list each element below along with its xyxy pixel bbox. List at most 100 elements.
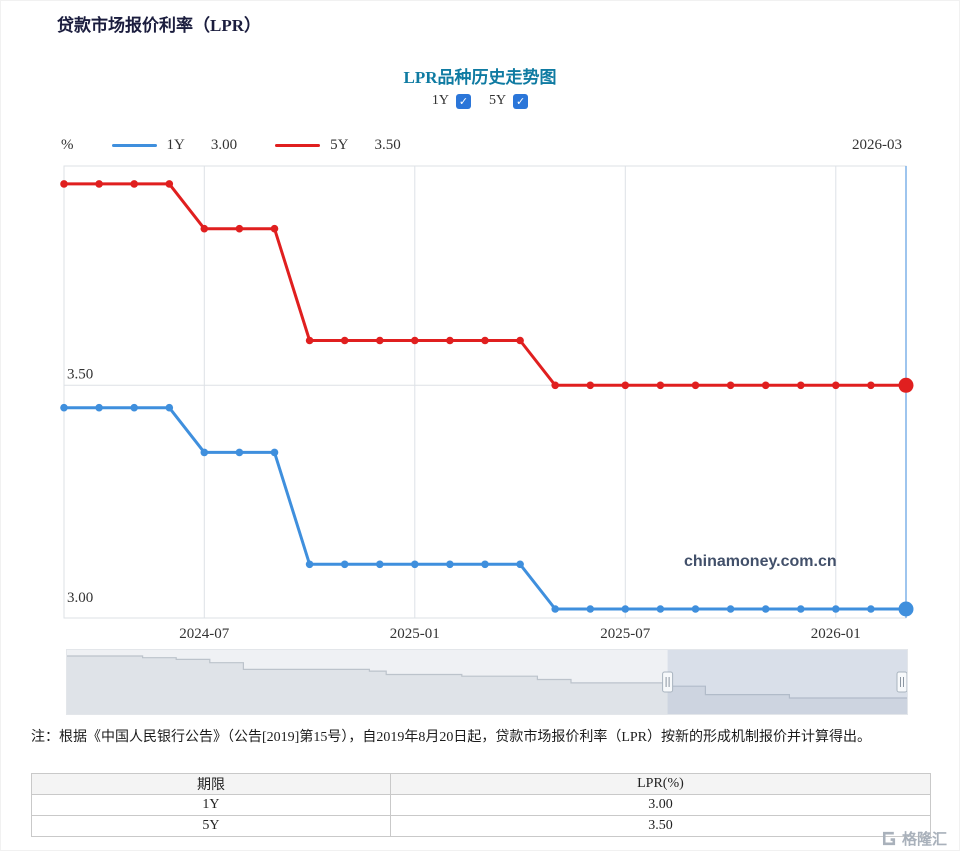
gelonghui-logo-text: 格隆汇 xyxy=(901,831,947,848)
y-tick-label: 3.50 xyxy=(67,366,93,382)
x-tick-label: 2026-01 xyxy=(811,626,861,641)
series-point xyxy=(446,336,454,345)
series-point xyxy=(270,224,279,233)
series-point xyxy=(726,605,735,613)
series-point xyxy=(832,381,840,390)
series-point xyxy=(516,560,524,569)
table-cell-lpr-5y: 3.50 xyxy=(389,815,932,837)
series-point xyxy=(165,180,174,188)
plot-border xyxy=(63,165,907,619)
legend-1y-value: 3.00 xyxy=(210,137,238,153)
x-tick-label: 2025-07 xyxy=(600,626,650,641)
series-point xyxy=(165,403,174,412)
series-point xyxy=(481,560,489,569)
series-point xyxy=(621,605,630,613)
series-line-5Y xyxy=(64,182,906,387)
series-point xyxy=(305,560,314,569)
series-point xyxy=(130,403,138,412)
legend: 1Y 3.00 5Y 3.50 xyxy=(111,137,401,154)
series-point xyxy=(586,605,595,613)
table-row: 1Y 3.00 xyxy=(31,794,932,816)
gelonghui-logo-icon xyxy=(882,831,896,846)
table-header-lpr: LPR(%) xyxy=(389,773,932,795)
series-point xyxy=(797,381,805,390)
series-point xyxy=(60,180,68,188)
table-cell-lpr-1y: 3.00 xyxy=(389,794,932,816)
page-title: 贷款市场报价利率（LPR） xyxy=(57,16,261,35)
footnote: 注：根据《中国人民银行公告》（公告[2019]第15号），自2019年8月20日… xyxy=(31,730,871,745)
legend-1y-label: 1Y xyxy=(166,137,185,153)
table-header-row: 期限 LPR(%) xyxy=(31,773,932,795)
series-point xyxy=(621,381,630,390)
lpr-history-chart[interactable]: 2024-07 2025-01 2025-07 2026-01 3.50 3.00 chin… xyxy=(1,161,960,641)
checkbox-1y-icon[interactable]: ✓ xyxy=(456,93,471,109)
series-point xyxy=(481,336,489,345)
range-navigator[interactable] xyxy=(66,649,908,715)
range-navigator-canvas[interactable] xyxy=(67,650,907,714)
legend-5y-label: 5Y xyxy=(330,137,349,153)
toggle-1y[interactable]: 1Y ✓ xyxy=(432,93,471,109)
legend-1y-line-swatch xyxy=(111,144,157,147)
legend-5y-line-swatch xyxy=(275,144,321,147)
series-point xyxy=(411,336,419,345)
latest-date-label: 2026-03 xyxy=(852,137,902,153)
series-5Y-latest-point xyxy=(898,377,914,393)
nav-selected-range[interactable] xyxy=(667,650,907,714)
series-point xyxy=(726,381,735,390)
legend-item-1y[interactable]: 1Y 3.00 xyxy=(111,137,238,154)
series-point xyxy=(867,605,875,613)
series-point xyxy=(551,381,559,390)
series-point xyxy=(551,605,559,613)
table-cell-term-1y: 1Y xyxy=(31,794,391,816)
lpr-table: 期限 LPR(%) 1Y 3.00 5Y 3.50 xyxy=(31,773,932,837)
series-point xyxy=(200,448,209,457)
y-tick-label: 3.00 xyxy=(67,590,93,606)
series-point xyxy=(340,560,349,569)
series-toggles: 1Y ✓ 5Y ✓ xyxy=(1,93,959,109)
legend-item-5y[interactable]: 5Y 3.50 xyxy=(275,137,401,154)
table-header-term: 期限 xyxy=(31,773,391,795)
series-point xyxy=(446,560,454,569)
series-point xyxy=(761,381,770,390)
series-point xyxy=(516,336,524,345)
series-point xyxy=(130,180,138,188)
series-point xyxy=(797,605,805,613)
series-point xyxy=(95,403,103,412)
nav-line xyxy=(67,655,907,699)
nav-handle-left[interactable] xyxy=(662,671,674,693)
x-tick-label: 2024-07 xyxy=(179,626,229,641)
series-point xyxy=(95,180,103,188)
series-point xyxy=(691,381,700,390)
series-point xyxy=(340,336,349,345)
series-point xyxy=(200,224,209,233)
watermark-text: chinamoney.com.cn xyxy=(684,553,837,570)
nav-handle-right[interactable] xyxy=(896,671,907,693)
series-point xyxy=(867,381,875,390)
legend-5y-value: 3.50 xyxy=(374,137,401,153)
series-point xyxy=(235,224,244,233)
nav-area xyxy=(67,656,907,714)
series-point xyxy=(411,560,419,569)
series-point xyxy=(305,336,314,345)
legend-row: % 1Y 3.00 5Y 3.50 2026-03 xyxy=(61,137,902,154)
series-point xyxy=(691,605,700,613)
toggle-5y[interactable]: 5Y ✓ xyxy=(489,93,529,109)
series-point xyxy=(235,448,244,457)
series-point xyxy=(761,605,770,613)
table-row: 5Y 3.50 xyxy=(31,815,932,837)
series-point xyxy=(60,403,68,412)
series-point xyxy=(586,381,595,390)
checkbox-5y-icon[interactable]: ✓ xyxy=(513,93,529,109)
series-point xyxy=(656,381,665,390)
series-point xyxy=(656,605,665,613)
y-axis-unit: % xyxy=(61,137,74,153)
gelonghui-logo: 格隆汇 xyxy=(880,828,947,849)
table-cell-term-5y: 5Y xyxy=(31,815,391,837)
x-tick-label: 2025-01 xyxy=(390,626,440,641)
series-1Y-latest-point xyxy=(898,601,914,617)
series-point xyxy=(376,560,384,569)
series-point xyxy=(270,448,279,457)
series-point xyxy=(832,605,840,613)
series-point xyxy=(376,336,384,345)
chart-title: LPR品种历史走势图 xyxy=(403,68,557,87)
